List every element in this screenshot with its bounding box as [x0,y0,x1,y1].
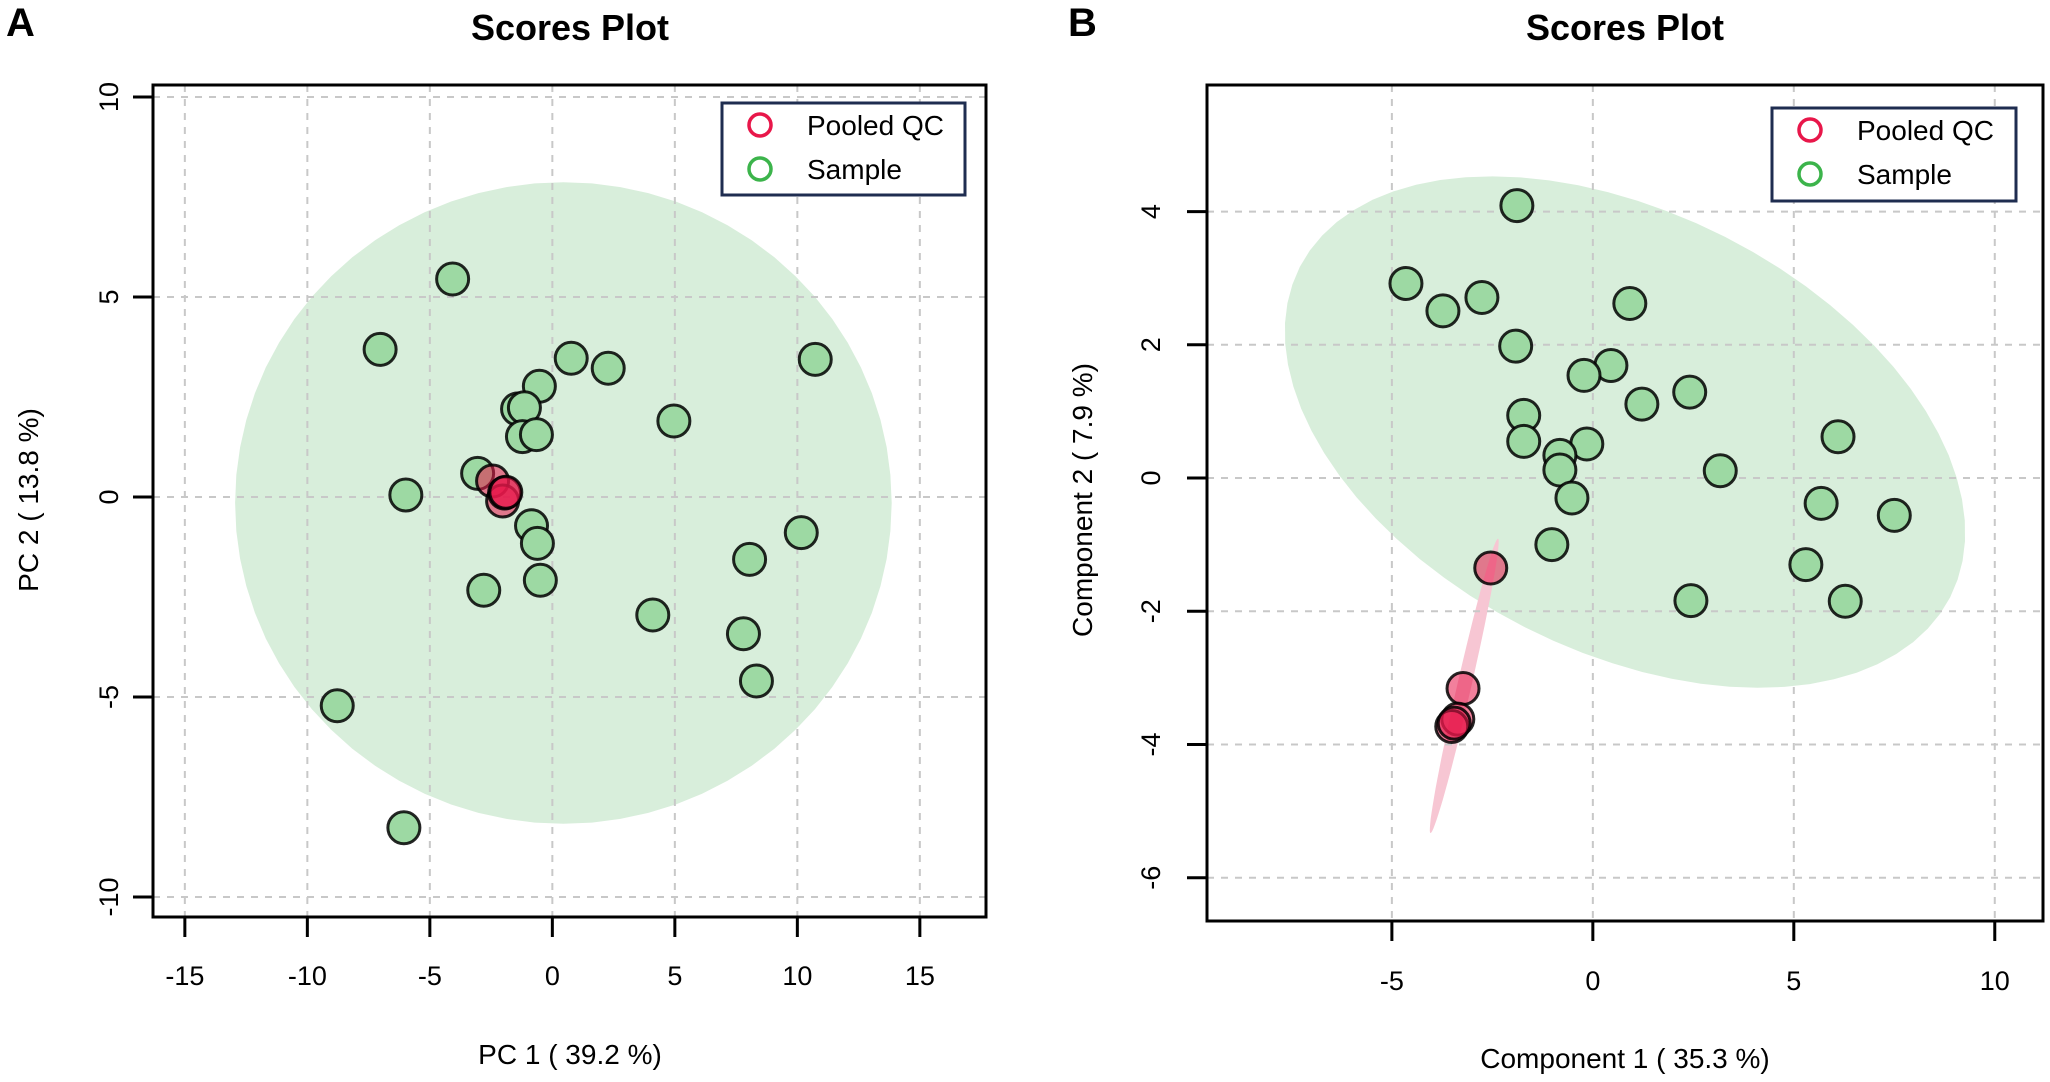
data-point-sample [1425,293,1461,329]
y-tick-label: -4 [1136,732,1166,756]
y-tick-label: 4 [1136,204,1166,219]
data-point-sample [362,331,398,367]
data-point-sample [1876,497,1912,533]
panel-b: B Scores Plot Component 1 ( 35.3 %) Comp… [1067,1,2045,1074]
legend-label: Sample [1857,159,1952,190]
data-point-sample [519,525,555,561]
x-tick-label: 0 [1585,966,1600,996]
x-tick-label: -5 [1380,966,1404,996]
data-point-sample [386,810,422,846]
y-tick-label: -5 [94,685,124,709]
data-point-pooled-qc [488,474,524,510]
data-point-sample [1672,374,1708,410]
x-tick-label: 5 [1786,966,1801,996]
plot-frame [151,83,988,919]
data-point-sample [725,616,761,652]
y-axis-title: PC 2 ( 13.8 %) [13,408,44,592]
confidence-ellipse-sample [235,182,892,824]
legend-label: Sample [807,154,902,185]
data-point-sample [1534,527,1570,563]
data-point-pooled-qc [1473,550,1509,586]
x-tick-label: 15 [905,961,935,991]
data-point-sample [656,403,692,439]
panel-a: A Scores Plot PC 1 ( 39.2 %) PC 2 ( 13.8… [6,1,988,1070]
x-tick-label: -10 [288,961,327,991]
data-point-sample [783,515,819,551]
legend-box [1770,106,2018,203]
x-axis-title: PC 1 ( 39.2 %) [478,1039,662,1070]
x-axis-title: Component 1 ( 35.3 %) [1480,1043,1770,1074]
data-point-sample [553,340,589,376]
legend: Pooled QC Sample [1770,106,2018,203]
x-tick-label: 10 [782,961,812,991]
data-point-sample [1827,583,1863,619]
data-point-sample [1464,279,1500,315]
data-point-sample [1803,485,1839,521]
data-point-sample [732,541,768,577]
panel-letter: B [1068,1,1097,45]
data-point-sample [388,477,424,513]
y-tick-label: -6 [1136,866,1166,890]
data-point-sample [1566,357,1602,393]
chart-title: Scores Plot [1526,7,1724,48]
data-point-sample [1702,453,1738,489]
legend-marker-pooled-qc [747,112,773,138]
data-point-sample [1820,419,1856,455]
y-tick-label: 0 [1136,471,1166,486]
data-point-sample [1624,386,1660,422]
y-tick-label: 0 [94,489,124,504]
data-point-sample [1554,480,1590,516]
data-point-pooled-qc [1445,671,1481,707]
data-point-sample [319,688,355,724]
legend-label: Pooled QC [1857,115,1994,146]
x-tick-label: 10 [1980,966,2010,996]
y-tick-label: 10 [94,82,124,112]
panel-letter: A [6,1,35,45]
data-point-sample [1673,583,1709,619]
plot-frame [1205,83,2045,923]
legend: Pooled QC Sample [720,101,967,197]
legend-marker-sample [747,156,773,182]
legend-label: Pooled QC [807,110,944,141]
data-point-sample [1388,266,1424,302]
data-point-sample [797,341,833,377]
data-point-sample [466,572,502,608]
x-tick-label: 5 [667,961,682,991]
y-tick-label: -2 [1136,599,1166,623]
data-point-pooled-qc [1436,705,1472,741]
data-point-sample [1788,547,1824,583]
data-point-sample [635,597,671,633]
x-tick-label: -5 [418,961,442,991]
data-point-sample [1499,188,1535,224]
chart-title: Scores Plot [471,7,669,48]
data-point-sample [522,562,558,598]
y-axis-title: Component 2 ( 7.9 %) [1067,363,1098,637]
y-tick-label: -10 [94,877,124,916]
data-point-sample [518,417,554,453]
x-tick-label: 0 [545,961,560,991]
data-point-sample [435,261,471,297]
data-point-sample [738,663,774,699]
x-tick-label: -15 [165,961,204,991]
y-tick-label: 2 [1136,337,1166,352]
y-tick-label: 5 [94,289,124,304]
data-point-sample [590,350,626,386]
data-point-sample [1506,423,1542,459]
legend-marker-sample [1797,161,1823,187]
legend-marker-pooled-qc [1797,117,1823,143]
data-point-sample [1612,285,1648,321]
data-point-sample [1498,328,1534,364]
confidence-ellipse-sample [1285,176,1965,688]
